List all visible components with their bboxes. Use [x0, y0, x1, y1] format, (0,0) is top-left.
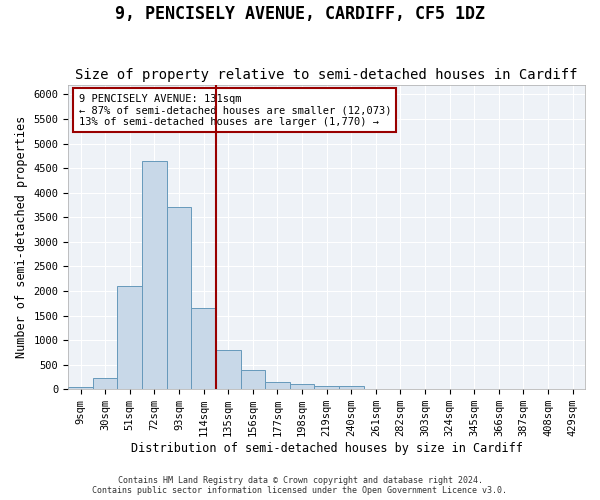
Bar	[118, 286, 142, 389]
Bar	[167, 208, 191, 389]
Text: 9, PENCISELY AVENUE, CARDIFF, CF5 1DZ: 9, PENCISELY AVENUE, CARDIFF, CF5 1DZ	[115, 5, 485, 23]
Y-axis label: Number of semi-detached properties: Number of semi-detached properties	[15, 116, 28, 358]
Bar	[216, 350, 241, 389]
Bar	[191, 308, 216, 389]
Bar	[93, 378, 118, 389]
Text: Contains HM Land Registry data © Crown copyright and database right 2024.
Contai: Contains HM Land Registry data © Crown c…	[92, 476, 508, 495]
Bar	[68, 387, 93, 389]
Bar	[314, 386, 339, 389]
Bar	[290, 384, 314, 389]
Title: Size of property relative to semi-detached houses in Cardiff: Size of property relative to semi-detach…	[76, 68, 578, 82]
Bar	[142, 160, 167, 389]
Bar	[339, 386, 364, 389]
Bar	[265, 382, 290, 389]
Bar	[241, 370, 265, 389]
Text: 9 PENCISELY AVENUE: 131sqm
← 87% of semi-detached houses are smaller (12,073)
13: 9 PENCISELY AVENUE: 131sqm ← 87% of semi…	[79, 94, 391, 127]
X-axis label: Distribution of semi-detached houses by size in Cardiff: Distribution of semi-detached houses by …	[131, 442, 523, 455]
